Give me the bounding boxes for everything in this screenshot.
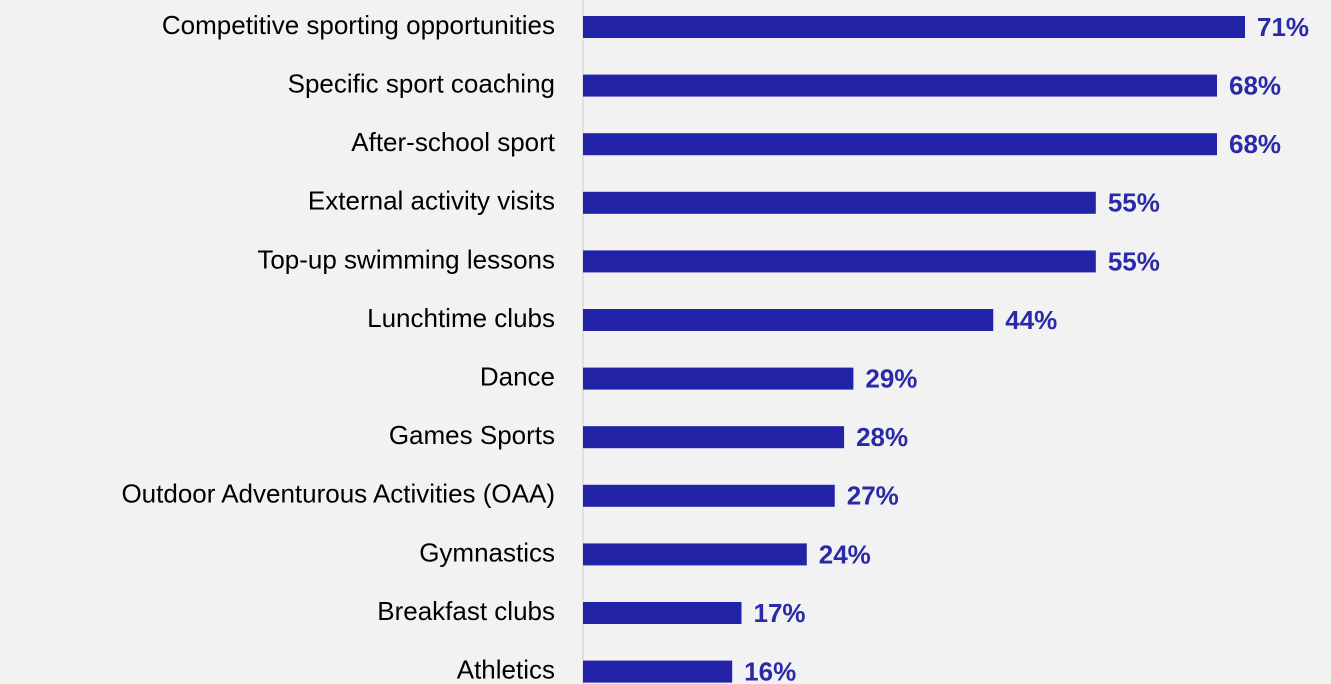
value-label: 68%	[1229, 70, 1281, 100]
value-label: 44%	[1005, 305, 1057, 335]
bar	[583, 660, 733, 683]
value-label: 29%	[865, 363, 917, 393]
value-label: 28%	[856, 422, 908, 452]
category-label: Lunchtime clubs	[367, 303, 555, 333]
bar	[583, 133, 1218, 156]
value-label: 55%	[1108, 188, 1160, 218]
bar	[583, 191, 1096, 214]
value-label: 71%	[1257, 12, 1309, 42]
value-label: 24%	[819, 539, 871, 569]
value-label: 68%	[1229, 129, 1281, 159]
bar	[583, 250, 1096, 273]
bar	[583, 16, 1245, 38]
category-label: Competitive sporting opportunities	[162, 10, 555, 40]
value-label: 16%	[744, 656, 796, 684]
bar	[583, 309, 994, 331]
category-label: Outdoor Adventurous Activities (OAA)	[121, 479, 555, 509]
category-label: Athletics	[457, 654, 555, 684]
bar	[583, 484, 835, 507]
category-label: Specific sport coaching	[288, 68, 555, 98]
category-label: After-school sport	[351, 127, 556, 157]
bar	[583, 74, 1218, 97]
value-label: 55%	[1108, 246, 1160, 276]
bar	[583, 367, 854, 390]
bar	[583, 543, 807, 566]
bar	[583, 426, 845, 449]
value-label: 27%	[847, 481, 899, 511]
category-label: Gymnastics	[419, 537, 555, 567]
value-label: 17%	[754, 598, 806, 628]
category-label: Dance	[480, 361, 555, 391]
category-label: Breakfast clubs	[377, 596, 555, 626]
category-label: External activity visits	[308, 186, 555, 216]
category-label: Games Sports	[389, 420, 555, 450]
bar	[583, 602, 742, 624]
category-label: Top-up swimming lessons	[257, 244, 555, 274]
